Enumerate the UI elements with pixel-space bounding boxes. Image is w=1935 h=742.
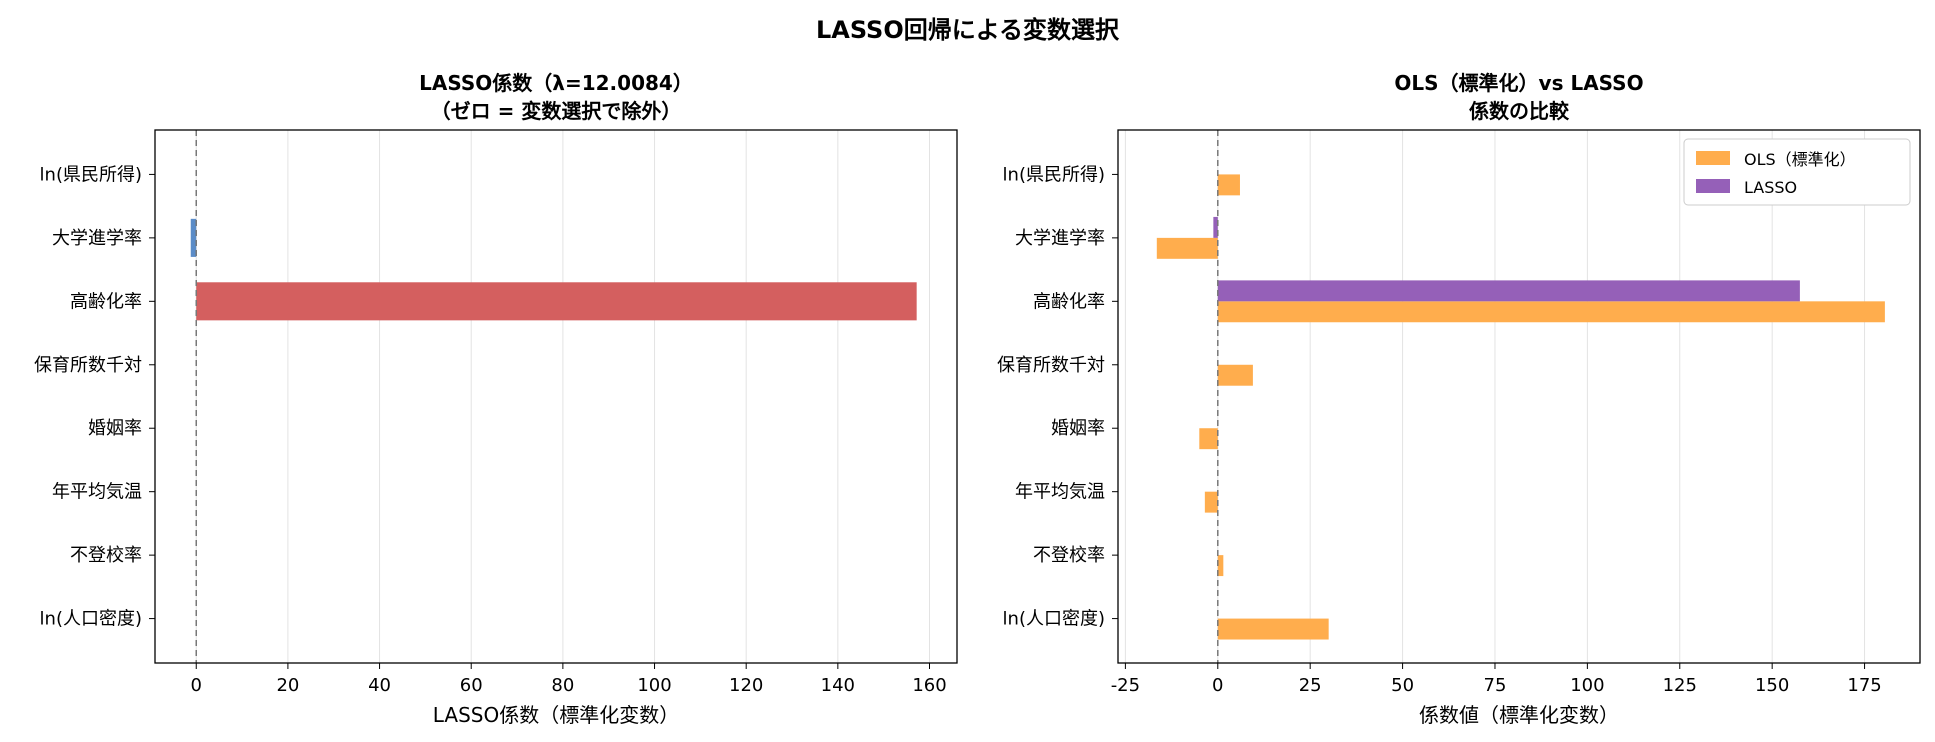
panel2-bar-ols: [1217, 174, 1240, 196]
panel2-y-tick-label: ln(人口密度): [1003, 609, 1105, 630]
panel2-bar-lasso: [1213, 216, 1218, 238]
panel2-x-tick-label: 125: [1663, 675, 1697, 696]
panel2-bar-ols: [1217, 364, 1253, 386]
panel2-y-tick-label: 高齢化率: [1033, 291, 1105, 312]
panel2-x-tick-label: 175: [1847, 675, 1881, 696]
panel1-x-tick-label: 160: [912, 675, 946, 696]
panel1-y-tick-label: ln(県民所得): [40, 164, 142, 185]
panel1-bar: [196, 282, 917, 321]
panel2-title: OLS（標準化）vs LASSO: [1394, 71, 1643, 95]
panel1-y-tick-label: 不登校率: [70, 545, 142, 566]
panel1-y-tick-label: 保育所数千対: [34, 355, 142, 376]
panel2-legend-label: OLS（標準化）: [1744, 150, 1856, 169]
panel2-x-axis-label: 係数値（標準化変数）: [1419, 703, 1619, 727]
panel2-axes-frame: [1117, 129, 1921, 664]
panel2-y-tick-label: 婚姻率: [1051, 418, 1105, 439]
panel1-x-tick-label: 120: [729, 675, 763, 696]
panel1-title: LASSO係数（λ=12.0084）: [419, 71, 693, 95]
panel1-x-tick-label: 0: [191, 675, 202, 696]
panel1-y-tick-label: 高齢化率: [70, 291, 142, 312]
panel2-y-tick-label: 年平均気温: [1015, 482, 1105, 503]
panel2-y-tick-label: 大学進学率: [1015, 228, 1105, 249]
panel1-axes-frame: [154, 129, 958, 664]
panel2-bar-lasso: [1217, 280, 1800, 302]
panel2-bar-ols: [1204, 491, 1218, 513]
panel2-y-tick-label: ln(県民所得): [1003, 164, 1105, 185]
panel1-x-tick-label: 60: [460, 675, 483, 696]
panel1-x-tick-label: 140: [821, 675, 855, 696]
panel1-x-tick-label: 40: [368, 675, 391, 696]
panel2-x-tick-label: 50: [1391, 675, 1414, 696]
figure-title: LASSO回帰による変数選択: [815, 16, 1120, 44]
panel2-legend-swatch: [1696, 151, 1730, 165]
panel1-x-tick-label: 20: [276, 675, 299, 696]
panel2-x-tick-label: -25: [1111, 675, 1140, 696]
panel2-legend-swatch: [1696, 179, 1730, 193]
panel2-y-tick-label: 不登校率: [1033, 545, 1105, 566]
panel1-y-tick-label: 年平均気温: [52, 482, 142, 503]
panel1-y-tick-label: ln(人口密度): [40, 609, 142, 630]
panel1-x-tick-label: 80: [551, 675, 574, 696]
panel1-x-tick-label: 100: [637, 675, 671, 696]
panel2-x-tick-label: 150: [1755, 675, 1789, 696]
panel2-bar-ols: [1217, 555, 1224, 577]
panel2-bar-ols: [1217, 301, 1885, 323]
panel2-legend-label: LASSO: [1744, 178, 1797, 197]
panel2-x-tick-label: 75: [1484, 675, 1507, 696]
panel2-x-tick-label: 25: [1299, 675, 1322, 696]
panel2-y-tick-label: 保育所数千対: [997, 355, 1105, 376]
panel1-x-axis-label: LASSO係数（標準化変数）: [433, 703, 679, 727]
panel2-bar-ols: [1199, 428, 1218, 450]
panel1-y-tick-label: 婚姻率: [88, 418, 142, 439]
panel2-bar-ols: [1217, 618, 1329, 640]
panel2-x-tick-label: 0: [1212, 675, 1223, 696]
panel2-x-tick-label: 100: [1570, 675, 1604, 696]
panel2-subtitle: 係数の比較: [1469, 99, 1570, 123]
panel1-subtitle: （ゼロ = 変数選択で除外）: [431, 99, 682, 123]
panel1-bar: [190, 218, 197, 257]
panel2-bar-ols: [1156, 237, 1218, 259]
panel1-y-tick-label: 大学進学率: [52, 228, 142, 249]
panel2-legend-box: [1683, 138, 1911, 206]
